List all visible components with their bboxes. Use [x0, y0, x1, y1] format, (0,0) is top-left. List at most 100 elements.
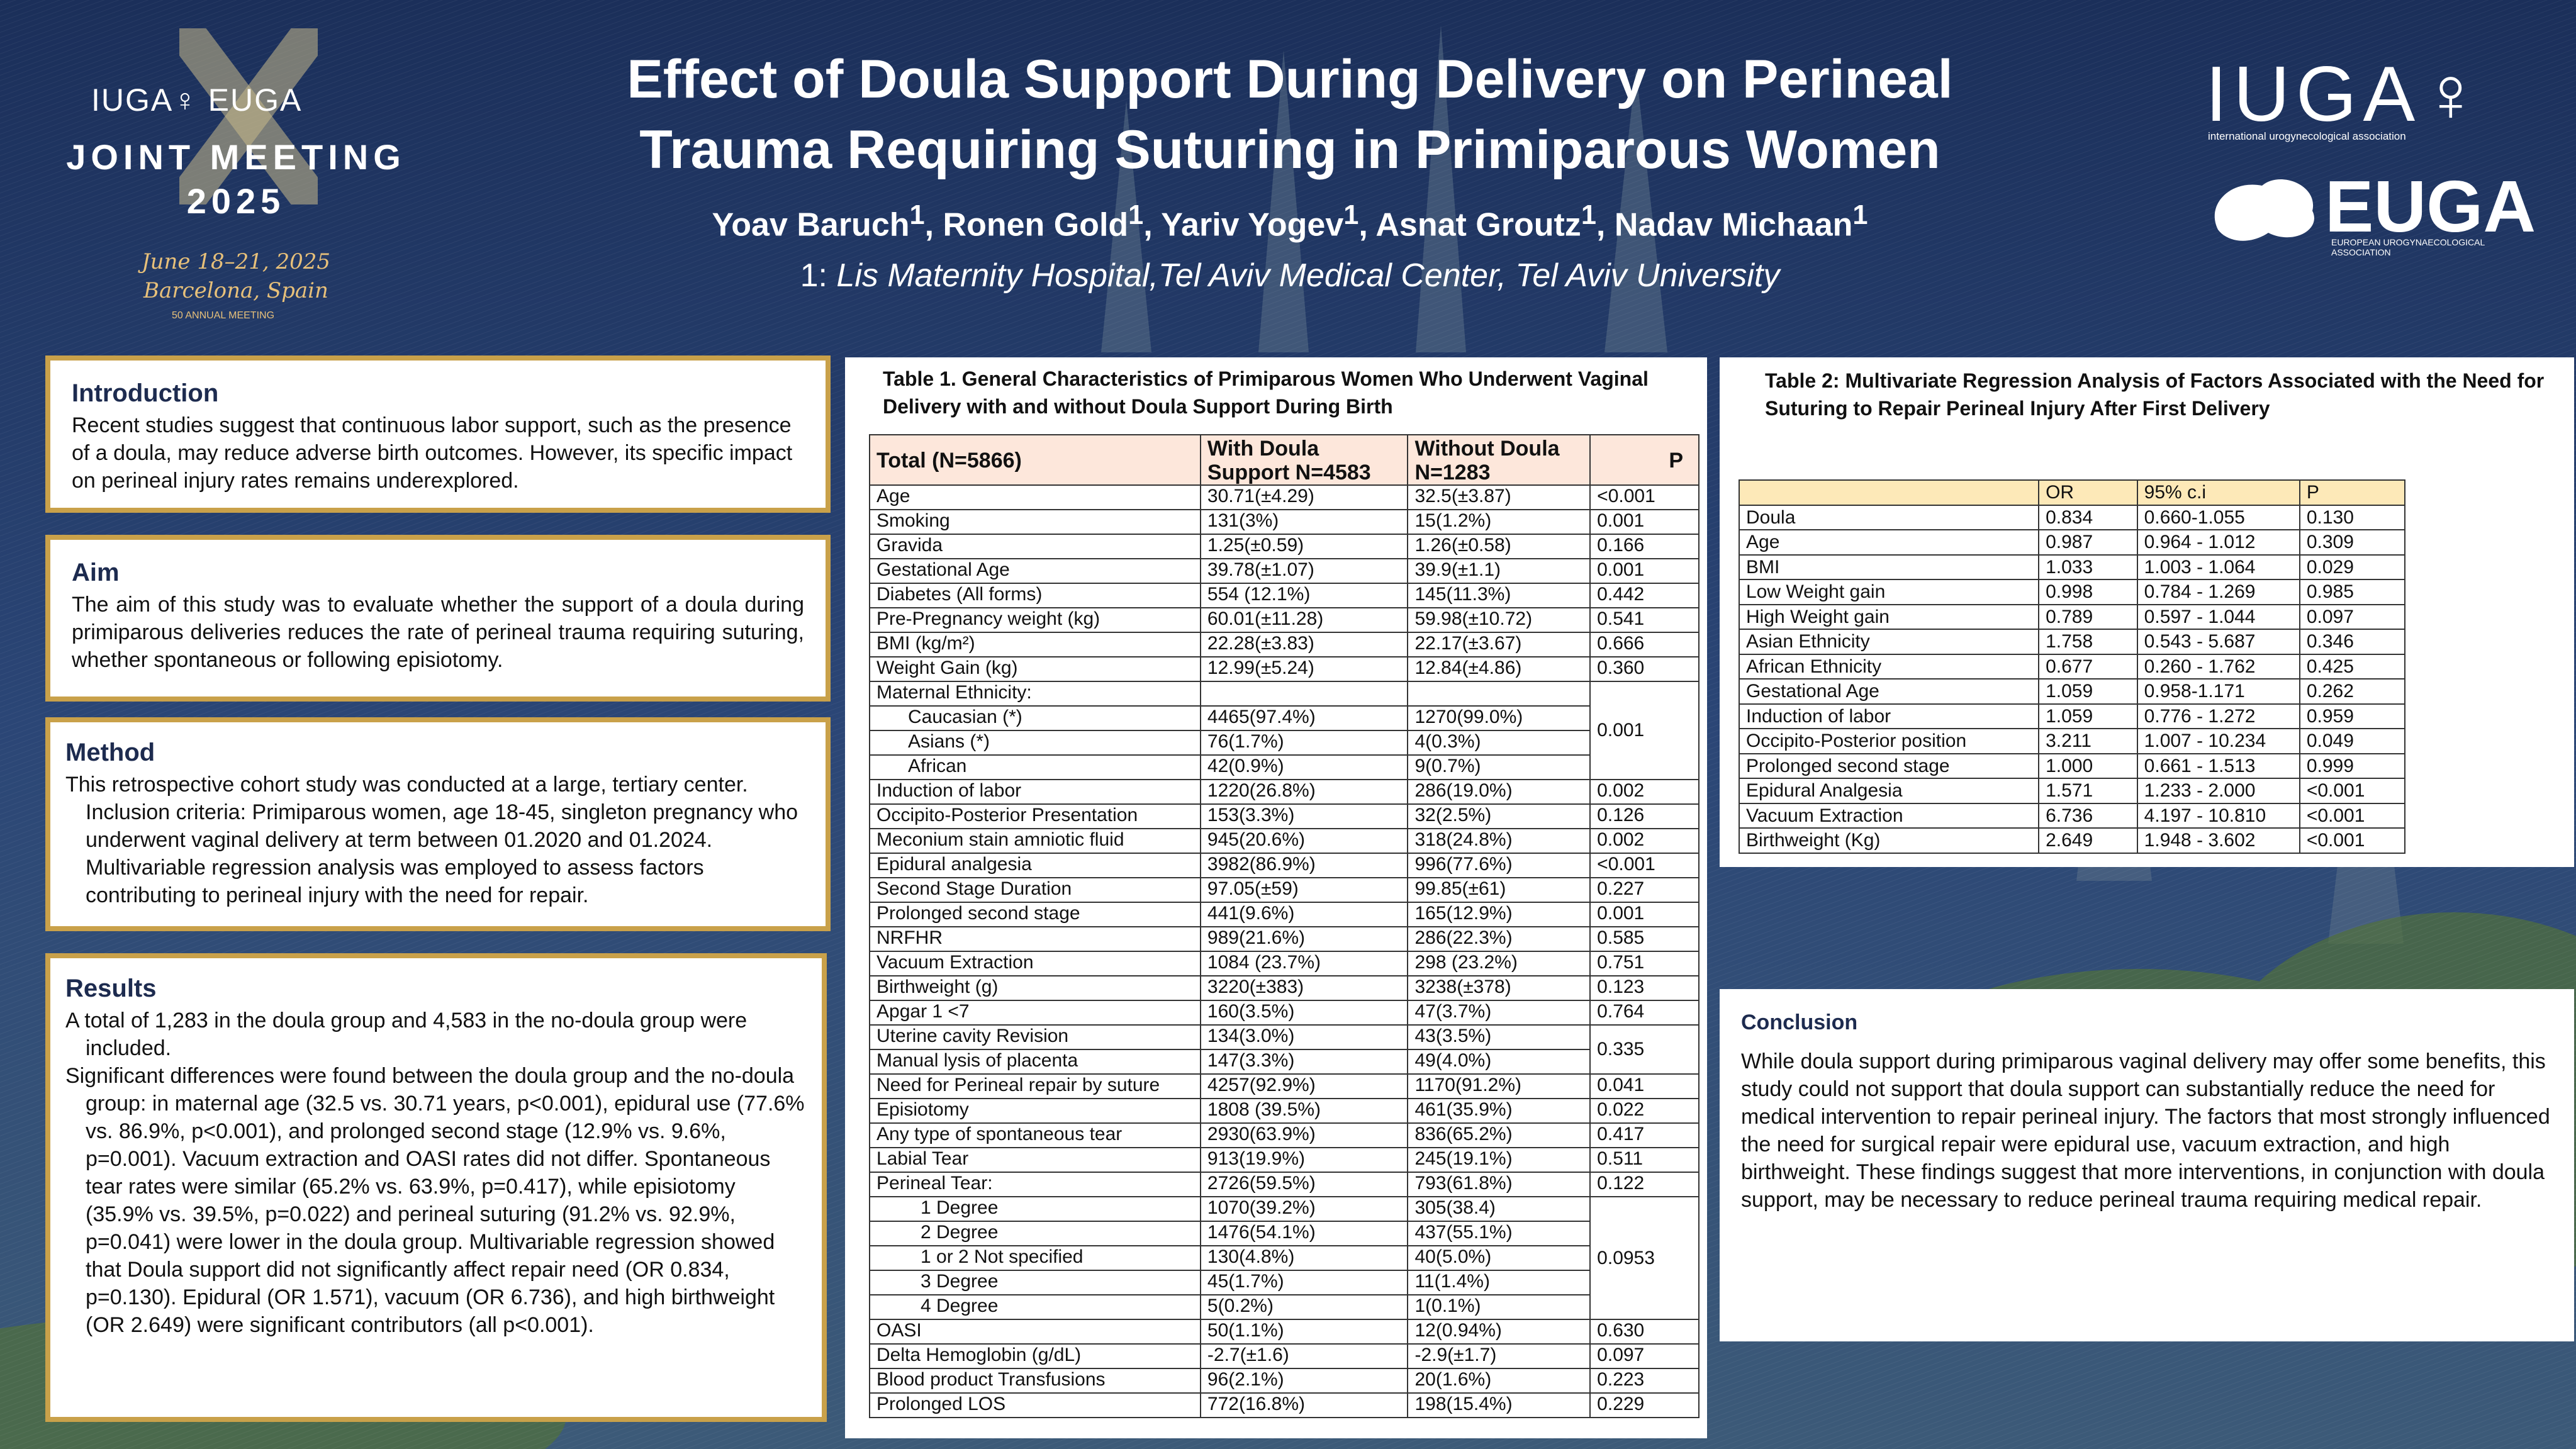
table-row: Low Weight gain 0.998 0.784 - 1.269 0.985 — [1738, 579, 2406, 605]
table-row: Vacuum Extraction 6.736 4.197 - 10.810 <0.0… — [1738, 802, 2406, 829]
table-cell: Weight Gain (kg) — [869, 656, 1201, 682]
table-row: Diabetes (All forms) 554 (12.1%) 145(11.3%… — [869, 583, 1700, 608]
table1-panel: Table 1. General Characteristics of Prim… — [845, 357, 1707, 1438]
aim-text: The aim of this study was to evaluate wh… — [72, 593, 804, 672]
table-cell: 0.097 — [2299, 603, 2406, 630]
table-cell: 0.442 — [1589, 583, 1700, 608]
table-row: Uterine cavity Revision 134(3.0%) 43(3.5%)… — [869, 1024, 1700, 1075]
table-cell: 1 or 2 Not specified — [869, 1245, 1201, 1271]
table-cell: 318(24.8%) — [1407, 828, 1591, 854]
table-cell: Perineal Tear: — [869, 1172, 1201, 1197]
table-cell: Prolonged LOS — [869, 1392, 1201, 1418]
table-cell: 11(1.4%) — [1407, 1270, 1591, 1295]
table-row: Smoking 131(3%) 15(1.2%) 0.001 — [869, 509, 1700, 535]
table-row: African Ethnicity 0.677 0.260 - 1.762 0.425 — [1738, 653, 2406, 680]
table-cell: Any type of spontaneous tear — [869, 1122, 1201, 1148]
table-cell: 3238(±378) — [1407, 975, 1591, 1001]
table-cell: 913(19.9%) — [1199, 1147, 1409, 1173]
table-cell: Delta Hemoglobin (g/dL) — [869, 1343, 1201, 1369]
table-cell: 305(38.4) — [1407, 1196, 1591, 1222]
table-cell: 286(19.0%) — [1407, 779, 1591, 805]
table-cell: Manual lysis of placenta — [869, 1049, 1201, 1075]
table-cell: Prolonged second stage — [1738, 752, 2040, 779]
table-cell: 5(0.2%) — [1199, 1294, 1409, 1320]
table-cell: Vacuum Extraction — [869, 951, 1201, 976]
table-cell: Age — [869, 484, 1201, 510]
table-cell: 0.764 — [1589, 1000, 1700, 1026]
table-row: Prolonged LOS 772(16.8%) 198(15.4%) 0.229 — [869, 1392, 1700, 1418]
table-cell: Diabetes (All forms) — [869, 583, 1201, 608]
table-cell: 0.541 — [1589, 607, 1700, 633]
aim-section: Aim The aim of this study was to evaluat… — [45, 535, 831, 702]
logo-iuga-euga-text: IUGA♀ EUGA — [91, 82, 303, 118]
table-row: 4 Degree 5(0.2%) 1(0.1%) — [869, 1294, 1699, 1320]
table-cell: 0.597 - 1.044 — [2136, 603, 2300, 630]
table-cell: 97.05(±59) — [1199, 877, 1409, 903]
table-cell: 134(3.0%) — [1199, 1024, 1409, 1050]
table-cell: 2726(59.5%) — [1199, 1172, 1409, 1197]
table-cell: 0.543 - 5.687 — [2136, 629, 2300, 655]
table-cell — [1199, 681, 1409, 707]
table-cell: 0.425 — [2299, 653, 2406, 680]
table-row: Weight Gain (kg) 12.99(±5.24) 12.84(±4.86)… — [869, 656, 1700, 682]
table-cell: 989(21.6%) — [1199, 926, 1409, 952]
table-row: Age 0.987 0.964 - 1.012 0.309 — [1738, 529, 2406, 556]
table-row: Labial Tear 913(19.9%) 245(19.1%) 0.511 — [869, 1147, 1700, 1173]
table-row: Episiotomy 1808 (39.5%) 461(35.9%) 0.022 — [869, 1098, 1700, 1124]
logo-date-line2: Barcelona, Spain — [143, 278, 328, 303]
table-cell: OASI — [869, 1319, 1201, 1345]
table-row: Need for Perineal repair by suture 4257(9… — [869, 1073, 1700, 1099]
table-cell: Labial Tear — [869, 1147, 1201, 1173]
table-cell: 3.211 — [2038, 728, 2138, 754]
table-cell: 0.229 — [1589, 1392, 1700, 1418]
table-cell: 0.660-1.055 — [2136, 504, 2300, 530]
author: Nadav Michaan — [1614, 206, 1853, 243]
table-cell: 0.049 — [2299, 728, 2406, 754]
table-cell: Episiotomy — [869, 1098, 1201, 1124]
table-cell: 0.002 — [1589, 779, 1700, 805]
table-cell: 1084 (23.7%) — [1199, 951, 1409, 976]
table-cell: 2930(63.9%) — [1199, 1122, 1409, 1148]
table-cell — [1407, 681, 1591, 707]
table-cell: 0.166 — [1589, 534, 1700, 559]
table-row: Any type of spontaneous tear 2930(63.9%) 8… — [869, 1122, 1700, 1148]
table-cell: 441(9.6%) — [1199, 902, 1409, 927]
table1-header-cell: Without Doula N=1283 — [1407, 434, 1591, 486]
table-cell: 0.126 — [1589, 803, 1700, 829]
author: Yoav Baruch — [712, 206, 910, 243]
table-cell: 0.260 - 1.762 — [2136, 653, 2300, 680]
table-cell: 0.0953 — [1589, 1196, 1700, 1320]
table-cell: 554 (12.1%) — [1199, 583, 1409, 608]
table-row: BMI (kg/m²) 22.28(±3.83) 22.17(±3.67) 0.666 — [869, 632, 1700, 657]
table-cell: 20(1.6%) — [1407, 1368, 1591, 1394]
table1-caption: Table 1. General Characteristics of Prim… — [883, 367, 1649, 418]
table-cell: 0.511 — [1589, 1147, 1700, 1173]
table-row: Age 30.71(±4.29) 32.5(±3.87) <0.001 — [869, 484, 1700, 510]
introduction-section: Introduction Recent studies suggest that… — [45, 355, 831, 513]
method-heading: Method — [65, 739, 155, 766]
table-cell: 3982(86.9%) — [1199, 853, 1409, 878]
logo-meeting-text: JOINT MEETING 2025 — [66, 135, 406, 223]
table-cell: Occipito-Posterior position — [1738, 728, 2040, 754]
table-row: Gravida 1.25(±0.59) 1.26(±0.58) 0.166 — [869, 534, 1700, 559]
table2-caption: Table 2: Multivariate Regression Analysi… — [1765, 369, 2545, 420]
logo-date-text: June 18–21, 2025 Barcelona, Spain — [66, 247, 406, 305]
table-cell: 22.17(±3.67) — [1407, 632, 1591, 657]
method-section: Method This retrospective cohort study w… — [45, 717, 831, 931]
table-cell: 2.649 — [2038, 827, 2138, 854]
results-paragraph: Significant differences were found betwe… — [65, 1064, 805, 1337]
table-cell: 1 Degree — [869, 1196, 1201, 1222]
iuga-logo-text: IUGA♀ — [2205, 51, 2487, 138]
table-row: Doula 0.834 0.660-1.055 0.130 — [1738, 504, 2406, 530]
table-cell: 4(0.3%) — [1407, 730, 1591, 756]
table-cell: 0.998 — [2038, 579, 2138, 605]
table-cell: 0.776 - 1.272 — [2136, 703, 2300, 729]
table-cell: 1.571 — [2038, 778, 2138, 804]
table-cell: Need for Perineal repair by suture — [869, 1073, 1201, 1099]
table-cell: 0.001 — [1589, 902, 1700, 927]
table-row: 1 Degree 1070(39.2%) 305(38.4) 0.0953 — [869, 1196, 1700, 1320]
results-section: Results A total of 1,283 in the doula gr… — [45, 953, 827, 1422]
table-row: Maternal Ethnicity: 0.001 — [869, 681, 1700, 780]
table-cell: 1.059 — [2038, 678, 2138, 705]
table-cell: African Ethnicity — [1738, 653, 2040, 680]
